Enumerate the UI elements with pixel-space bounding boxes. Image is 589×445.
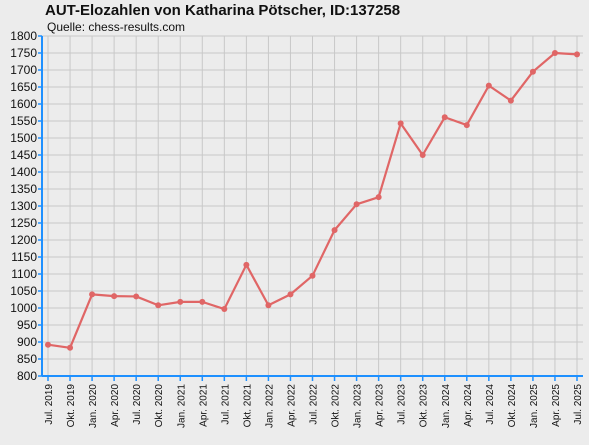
data-point — [199, 298, 206, 305]
y-tick-label: 1400 — [10, 165, 37, 179]
x-tick-label: Jul. 2024 — [485, 384, 496, 425]
data-point — [243, 261, 250, 268]
data-point — [221, 306, 228, 313]
x-tick-label: Jan. 2025 — [529, 384, 540, 428]
x-tick-label: Okt. 2021 — [242, 384, 253, 428]
data-point — [133, 293, 140, 300]
x-tick-label: Jul. 2022 — [309, 384, 320, 425]
data-point — [529, 68, 536, 75]
x-tick-label: Okt. 2022 — [331, 384, 342, 428]
data-point — [463, 122, 470, 129]
y-tick-label: 1700 — [10, 63, 37, 77]
x-tick-label: Jan. 2020 — [88, 384, 99, 428]
x-tick-label: Jan. 2021 — [176, 384, 187, 428]
data-point — [309, 272, 316, 279]
y-tick-label: 1350 — [10, 182, 37, 196]
y-tick-label: 950 — [17, 318, 37, 332]
x-tick-label: Jan. 2024 — [441, 384, 452, 428]
y-tick-label: 900 — [17, 335, 37, 349]
y-tick-label: 1000 — [10, 301, 37, 315]
y-tick-label: 1450 — [10, 148, 37, 162]
data-point — [287, 291, 294, 298]
data-point — [111, 293, 118, 300]
x-tick-label: Jan. 2022 — [264, 384, 275, 428]
x-tick-label: Okt. 2024 — [507, 384, 518, 428]
data-point — [89, 291, 96, 298]
y-tick-label: 1600 — [10, 97, 37, 111]
y-tick-label: 1200 — [10, 233, 37, 247]
data-point — [397, 120, 404, 127]
x-tick-label: Jul. 2019 — [44, 384, 55, 425]
data-point — [45, 341, 51, 348]
y-tick-label: 1750 — [10, 46, 37, 60]
data-point — [67, 344, 74, 351]
y-tick-label: 1250 — [10, 216, 37, 230]
data-point — [551, 50, 558, 56]
y-tick-label: 1800 — [10, 29, 37, 43]
data-point — [574, 51, 580, 58]
data-point — [419, 152, 426, 158]
data-point — [331, 227, 338, 234]
data-point — [177, 298, 184, 305]
data-point — [353, 201, 360, 208]
data-point — [155, 302, 162, 309]
data-point — [265, 302, 272, 309]
y-tick-label: 1300 — [10, 199, 37, 213]
data-point — [485, 82, 492, 89]
x-tick-label: Apr. 2021 — [198, 384, 209, 427]
x-tick-label: Jul. 2025 — [573, 384, 584, 425]
y-tick-label: 1550 — [10, 114, 37, 128]
x-tick-label: Jul. 2023 — [397, 384, 408, 425]
chart-subtitle: Quelle: chess-results.com — [47, 20, 186, 34]
x-tick-label: Apr. 2025 — [551, 384, 562, 427]
x-tick-label: Apr. 2022 — [286, 384, 297, 427]
x-tick-label: Okt. 2020 — [154, 384, 165, 428]
y-tick-label: 1150 — [11, 250, 37, 264]
chart-title: AUT-Elozahlen von Katharina Pötscher, ID… — [45, 2, 401, 19]
y-tick-label: 1100 — [11, 267, 37, 281]
x-tick-label: Apr. 2023 — [375, 384, 386, 427]
y-tick-label: 850 — [17, 352, 37, 366]
x-tick-label: Okt. 2023 — [419, 384, 430, 428]
x-tick-label: Apr. 2024 — [463, 384, 474, 427]
x-tick-label: Jul. 2021 — [220, 384, 231, 425]
y-tick-label: 1050 — [10, 284, 37, 298]
data-point — [507, 97, 514, 104]
x-tick-label: Jan. 2023 — [353, 384, 364, 428]
y-tick-label: 1500 — [10, 131, 37, 145]
y-tick-label: 800 — [17, 369, 37, 383]
x-tick-label: Apr. 2020 — [110, 384, 121, 427]
x-tick-label: Okt. 2019 — [66, 384, 77, 428]
y-tick-label: 1650 — [10, 80, 37, 94]
data-point — [441, 114, 448, 121]
data-point — [375, 194, 382, 201]
x-tick-label: Jul. 2020 — [132, 384, 143, 425]
